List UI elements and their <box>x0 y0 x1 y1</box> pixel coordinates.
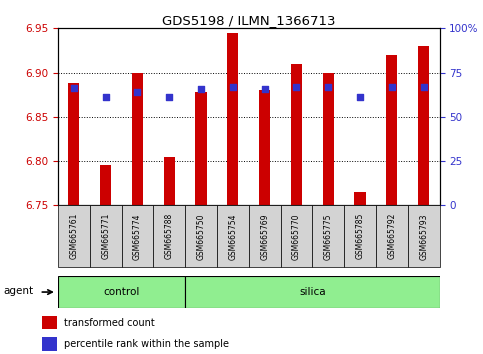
Bar <box>291 64 302 205</box>
Bar <box>100 165 111 205</box>
Bar <box>355 192 366 205</box>
Text: agent: agent <box>3 286 33 296</box>
Text: transformed count: transformed count <box>64 318 155 327</box>
FancyBboxPatch shape <box>58 205 90 267</box>
FancyBboxPatch shape <box>376 205 408 267</box>
Bar <box>196 92 207 205</box>
Text: GSM665793: GSM665793 <box>419 213 428 259</box>
Point <box>134 89 142 95</box>
FancyBboxPatch shape <box>344 205 376 267</box>
Text: GSM665761: GSM665761 <box>70 213 78 259</box>
Point <box>388 84 396 90</box>
FancyBboxPatch shape <box>58 276 185 308</box>
Text: GSM665769: GSM665769 <box>260 213 269 259</box>
Bar <box>386 55 398 205</box>
Bar <box>164 156 175 205</box>
Text: GSM665770: GSM665770 <box>292 213 301 259</box>
Bar <box>42 337 57 350</box>
Point <box>261 86 269 91</box>
Bar <box>132 73 143 205</box>
Text: GSM665754: GSM665754 <box>228 213 237 259</box>
FancyBboxPatch shape <box>249 205 281 267</box>
FancyBboxPatch shape <box>217 205 249 267</box>
Text: percentile rank within the sample: percentile rank within the sample <box>64 339 229 349</box>
Bar <box>42 316 57 329</box>
FancyBboxPatch shape <box>185 205 217 267</box>
FancyBboxPatch shape <box>408 205 440 267</box>
Text: silica: silica <box>299 287 326 297</box>
Text: GSM665785: GSM665785 <box>355 213 365 259</box>
Text: control: control <box>103 287 140 297</box>
Point <box>165 95 173 100</box>
Text: GSM665771: GSM665771 <box>101 213 110 259</box>
Point <box>70 85 78 90</box>
Bar <box>259 90 270 205</box>
Point <box>197 86 205 91</box>
Bar <box>68 83 79 205</box>
Point <box>293 84 300 90</box>
FancyBboxPatch shape <box>90 205 122 267</box>
Text: GSM665792: GSM665792 <box>387 213 397 259</box>
FancyBboxPatch shape <box>313 205 344 267</box>
Bar <box>418 46 429 205</box>
FancyBboxPatch shape <box>281 205 313 267</box>
FancyBboxPatch shape <box>185 276 440 308</box>
Text: GSM665774: GSM665774 <box>133 213 142 259</box>
Point <box>420 84 427 90</box>
Point <box>102 95 110 100</box>
Bar <box>323 73 334 205</box>
Title: GDS5198 / ILMN_1366713: GDS5198 / ILMN_1366713 <box>162 14 336 27</box>
FancyBboxPatch shape <box>154 205 185 267</box>
Point <box>325 84 332 90</box>
Bar <box>227 33 239 205</box>
Text: GSM665775: GSM665775 <box>324 213 333 259</box>
Point <box>356 95 364 100</box>
Text: GSM665750: GSM665750 <box>197 213 206 259</box>
Point <box>229 84 237 90</box>
Text: GSM665788: GSM665788 <box>165 213 174 259</box>
FancyBboxPatch shape <box>122 205 154 267</box>
